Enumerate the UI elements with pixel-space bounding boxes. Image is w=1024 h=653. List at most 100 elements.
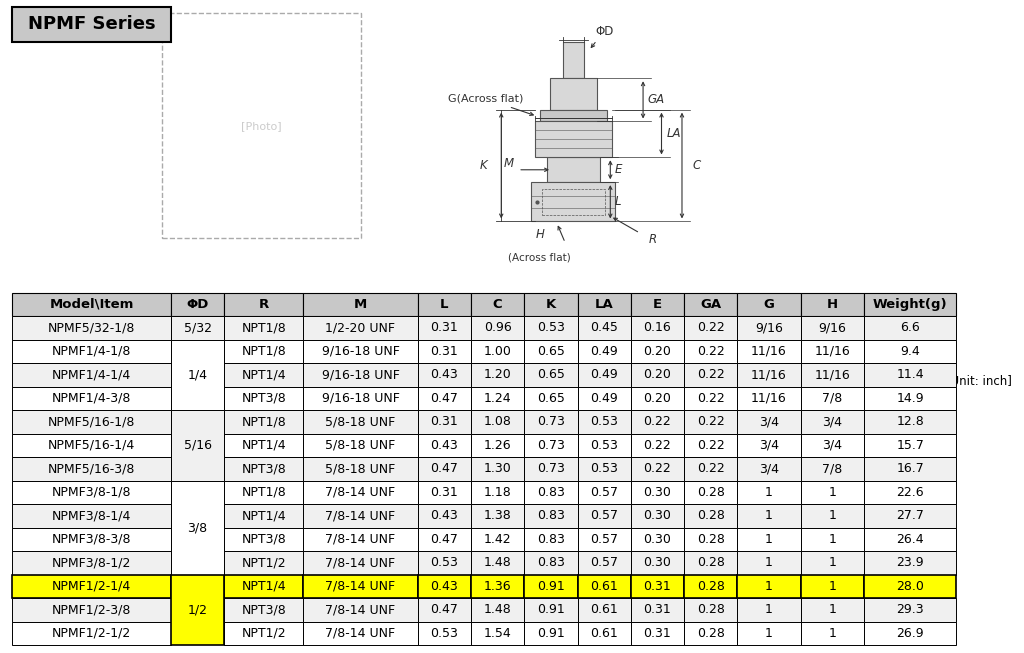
Bar (578, 551, 631, 575)
Text: 9/16-18 UNF: 9/16-18 UNF (322, 345, 399, 358)
Text: 0.73: 0.73 (537, 439, 565, 452)
Text: 1.18: 1.18 (483, 486, 512, 499)
Bar (12, 363, 171, 387)
Bar (684, 340, 737, 363)
Bar (801, 434, 864, 457)
Bar (524, 387, 578, 410)
Bar (12, 551, 171, 575)
Text: 0.43: 0.43 (430, 368, 459, 381)
Bar (224, 434, 303, 457)
Bar (684, 528, 737, 551)
Text: L: L (440, 298, 449, 311)
Text: 5/8-18 UNF: 5/8-18 UNF (326, 415, 395, 428)
Bar (864, 528, 956, 551)
Text: NPT3/8: NPT3/8 (242, 392, 286, 405)
Bar (531, 182, 615, 221)
Text: 0.53: 0.53 (430, 627, 459, 640)
Text: 1.48: 1.48 (483, 603, 512, 616)
Bar (684, 575, 737, 598)
Text: 0.43: 0.43 (430, 509, 459, 522)
Text: 5/8-18 UNF: 5/8-18 UNF (326, 462, 395, 475)
Text: 0.28: 0.28 (696, 556, 725, 569)
Bar (12, 575, 171, 598)
Text: NPT1/4: NPT1/4 (242, 509, 286, 522)
Text: Weight(g): Weight(g) (873, 298, 947, 311)
Text: 0.61: 0.61 (590, 580, 618, 593)
Bar (801, 528, 864, 551)
Text: 1.08: 1.08 (483, 415, 512, 428)
Text: 0.28: 0.28 (696, 509, 725, 522)
Text: 1: 1 (828, 509, 837, 522)
Text: 0.20: 0.20 (643, 345, 672, 358)
Text: H: H (827, 298, 838, 311)
Text: 0.47: 0.47 (430, 533, 459, 546)
Bar (801, 457, 864, 481)
Text: 0.31: 0.31 (430, 415, 459, 428)
Bar (864, 434, 956, 457)
Bar (418, 551, 471, 575)
Bar (12, 340, 171, 363)
Bar (224, 528, 303, 551)
Text: 3/8: 3/8 (187, 521, 208, 534)
Text: 0.31: 0.31 (430, 345, 459, 358)
Bar (578, 504, 631, 528)
Bar (631, 434, 684, 457)
Text: M: M (504, 157, 514, 170)
Text: 28.0: 28.0 (896, 580, 925, 593)
Text: 0.49: 0.49 (590, 368, 618, 381)
Text: 1.48: 1.48 (483, 556, 512, 569)
Bar (418, 504, 471, 528)
FancyBboxPatch shape (162, 13, 361, 238)
Bar (471, 504, 524, 528)
Bar (801, 598, 864, 622)
Bar (864, 504, 956, 528)
Text: 0.53: 0.53 (590, 439, 618, 452)
Text: 5/8-18 UNF: 5/8-18 UNF (326, 439, 395, 452)
Bar (578, 528, 631, 551)
Text: 11/16: 11/16 (752, 368, 786, 381)
Bar (12, 410, 171, 434)
Bar (801, 363, 864, 387)
Bar (864, 363, 956, 387)
Text: 0.22: 0.22 (643, 462, 672, 475)
Text: 0.43: 0.43 (430, 580, 459, 593)
Bar (418, 387, 471, 410)
Text: 0.31: 0.31 (643, 603, 672, 616)
Bar (801, 293, 864, 316)
FancyBboxPatch shape (12, 7, 171, 42)
Text: 29.3: 29.3 (897, 603, 924, 616)
Bar (171, 340, 224, 410)
Text: 0.83: 0.83 (537, 533, 565, 546)
Bar (12, 622, 171, 645)
Text: NPMF1/2-1/4: NPMF1/2-1/4 (52, 580, 131, 593)
Text: 0.30: 0.30 (643, 486, 672, 499)
Text: 0.61: 0.61 (590, 603, 618, 616)
Bar (471, 622, 524, 645)
Text: 15.7: 15.7 (896, 439, 925, 452)
Text: 0.83: 0.83 (537, 509, 565, 522)
Bar (801, 504, 864, 528)
Bar (578, 575, 631, 598)
Bar (864, 551, 956, 575)
Text: 0.30: 0.30 (643, 556, 672, 569)
Bar (471, 598, 524, 622)
Text: 0.57: 0.57 (590, 509, 618, 522)
Bar (524, 504, 578, 528)
Text: 9.4: 9.4 (900, 345, 921, 358)
Bar (224, 363, 303, 387)
Text: NPMF3/8-3/8: NPMF3/8-3/8 (52, 533, 131, 546)
Bar (631, 622, 684, 645)
Bar (224, 575, 303, 598)
Text: 0.53: 0.53 (537, 321, 565, 334)
Bar (578, 598, 631, 622)
Text: NPMF3/8-1/8: NPMF3/8-1/8 (52, 486, 131, 499)
Text: 0.49: 0.49 (590, 392, 618, 405)
Bar (224, 504, 303, 528)
Text: 1: 1 (765, 580, 773, 593)
Bar (801, 410, 864, 434)
Bar (224, 340, 303, 363)
Text: 0.53: 0.53 (590, 462, 618, 475)
Bar (578, 622, 631, 645)
Text: 7/8: 7/8 (822, 462, 843, 475)
Bar (524, 528, 578, 551)
